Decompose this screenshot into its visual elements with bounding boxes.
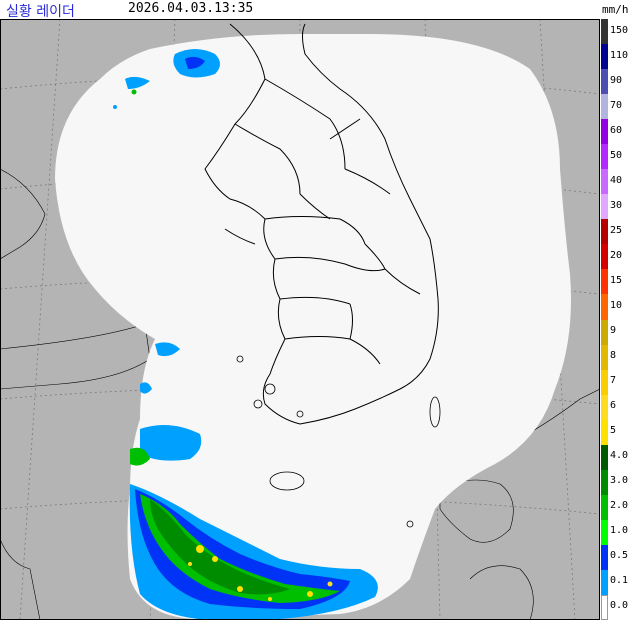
korea-coastline	[204, 23, 439, 425]
legend-label: 5	[610, 425, 617, 437]
legend-label: 25	[610, 224, 623, 236]
rain-echo-west	[130, 342, 202, 466]
legend-swatch	[601, 369, 608, 396]
legend-label: 70	[610, 99, 623, 111]
legend-swatch	[601, 569, 608, 596]
legend-swatch	[601, 119, 608, 145]
legend-swatch	[601, 444, 608, 471]
legend-swatch	[601, 419, 608, 446]
legend-label: 0.0	[610, 600, 629, 612]
legend-swatch	[601, 44, 608, 70]
legend-label: 110	[610, 49, 629, 61]
legend-label: 20	[610, 249, 623, 261]
legend-swatch	[601, 69, 608, 95]
legend-label: 4.0	[610, 450, 629, 462]
radar-map-canvas	[0, 19, 600, 620]
legend-label: 9	[610, 325, 617, 337]
islands	[236, 355, 441, 528]
legend-swatch	[601, 244, 608, 270]
legend-swatch	[601, 94, 608, 120]
legend-label: 15	[610, 274, 623, 286]
legend-swatch	[601, 219, 608, 245]
legend-swatch	[601, 344, 608, 371]
legend-label: 50	[610, 149, 623, 161]
legend-swatch	[601, 494, 608, 521]
legend-label: 1.0	[610, 525, 629, 537]
legend-swatch	[601, 19, 608, 45]
legend-swatch	[601, 544, 608, 571]
legend-label: 0.1	[610, 575, 629, 587]
legend-swatch	[601, 469, 608, 496]
legend-swatch	[601, 269, 608, 295]
legend-label: 6	[610, 400, 617, 412]
legend-label: 8	[610, 350, 617, 362]
legend-swatch	[601, 519, 608, 546]
legend-label: 2.0	[610, 500, 629, 512]
precipitation-legend: 150 110 90 70 60 50 40 30 25 20 15 10 9 8 7 6 5 4.0 3.0 2.0…	[600, 19, 635, 620]
legend-swatch	[601, 319, 608, 346]
legend-label: 90	[610, 74, 623, 86]
legend-label: 30	[610, 199, 623, 211]
rain-echo-north	[113, 49, 220, 109]
legend-label: 10	[610, 299, 623, 311]
legend-label: 40	[610, 174, 623, 186]
legend-swatch	[601, 594, 608, 620]
legend-label: 7	[610, 375, 617, 387]
header-bar: 실황 레이더 2026.04.03.13:35 mm/h	[0, 0, 635, 20]
legend-label: 0.5	[610, 550, 629, 562]
legend-swatch	[601, 394, 608, 421]
radar-map[interactable]	[0, 19, 600, 620]
rain-echo-south	[129, 484, 378, 620]
timestamp: 2026.04.03.13:35	[128, 1, 254, 16]
legend-label: 3.0	[610, 475, 629, 487]
legend-swatch	[601, 194, 608, 220]
map-title: 실황 레이더	[6, 4, 75, 20]
legend-label: 150	[610, 24, 629, 36]
legend-swatch	[601, 169, 608, 195]
legend-swatch	[601, 144, 608, 170]
legend-label: 60	[610, 124, 623, 136]
legend-swatch	[601, 294, 608, 320]
radar-coverage-area	[55, 34, 571, 619]
legend-unit: mm/h	[602, 3, 629, 16]
